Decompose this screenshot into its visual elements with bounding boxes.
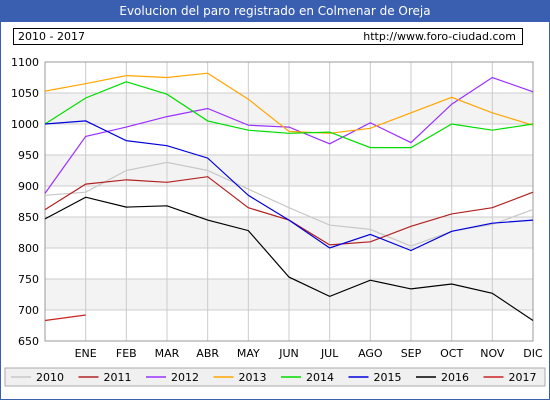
y-tick-label: 950 [18,149,39,162]
x-tick-label: ABR [196,347,219,360]
x-tick-label: OCT [440,347,463,360]
legend-label: 2016 [441,371,469,384]
x-tick-label: JUN [278,347,299,360]
x-tick-label: FEB [116,347,137,360]
x-tick-label: SEP [401,347,422,360]
source-url: http://www.foro-ciudad.com [363,30,516,43]
legend-label: 2015 [374,371,402,384]
y-tick-label: 1050 [11,87,39,100]
series-line-2013 [44,72,534,134]
series-line-2017 [44,314,86,322]
info-bar: 2010 - 2017 http://www.foro-ciudad.com [13,28,523,45]
plot-border [44,61,534,342]
legend-label: 2014 [306,371,334,384]
legend-label: 2017 [509,371,537,384]
legend-label: 2010 [36,371,64,384]
y-tick-label: 850 [18,211,39,224]
x-tick-label: AGO [358,347,383,360]
y-tick-label: 1100 [11,56,39,69]
legend-label: 2012 [171,371,199,384]
y-tick-label: 750 [18,273,39,286]
series-line-2012 [44,76,534,194]
x-tick-label: ENE [75,347,97,360]
legend-label: 2013 [239,371,267,384]
x-tick-label: DIC [523,347,543,360]
series-line-2016 [44,196,534,321]
x-tick-label: MAY [237,347,260,360]
series-line-2015 [44,120,534,252]
period-label: 2010 - 2017 [18,30,85,43]
y-tick-label: 650 [18,335,39,348]
y-tick-label: 900 [18,180,39,193]
legend-label: 2011 [104,371,132,384]
series-line-2014 [44,81,534,149]
x-tick-label: MAR [155,347,180,360]
legend-box [4,367,546,387]
x-tick-label: NOV [480,347,505,360]
chart-title: Evolucion del paro registrado en Colmena… [0,0,550,22]
x-tick-label: JUL [320,347,339,360]
y-tick-label: 700 [18,304,39,317]
y-tick-label: 800 [18,242,39,255]
y-tick-label: 1000 [11,118,39,131]
